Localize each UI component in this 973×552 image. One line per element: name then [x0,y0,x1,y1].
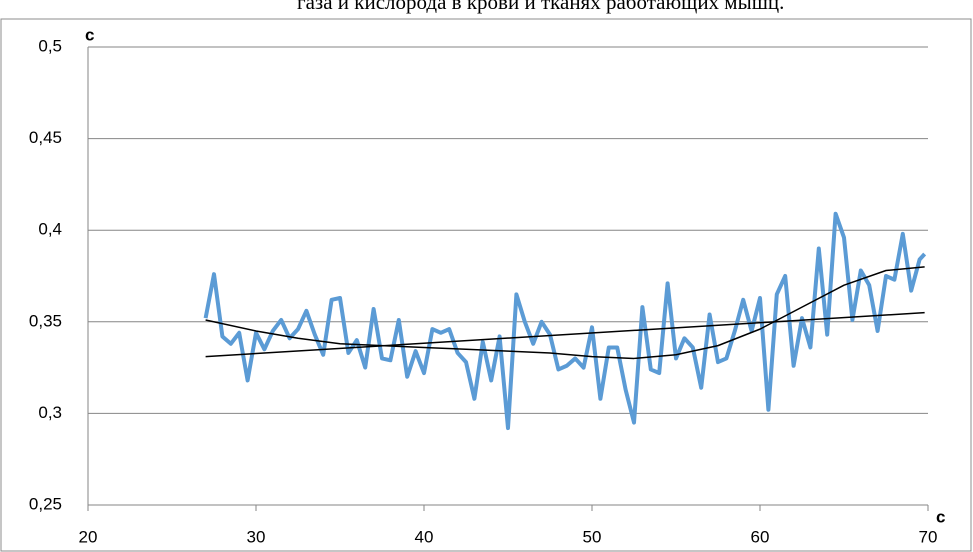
y-axis-label: c [85,25,94,44]
x-tick-label: 30 [247,527,266,546]
caption: газа и кислорода в крови и тканях работа… [297,0,784,14]
x-tick-label: 40 [415,527,434,546]
y-tick-label: 0,45 [29,128,62,147]
y-tick-label: 0,25 [29,494,62,513]
series-line [205,311,925,358]
y-tick-label: 0,4 [38,220,62,239]
y-tick-label: 0,35 [29,311,62,330]
x-tick-label: 70 [919,527,938,546]
series-line [205,266,925,360]
x-tick-label: 60 [751,527,770,546]
x-tick-label: 20 [79,527,98,546]
y-tick-label: 0,5 [38,36,62,55]
y-tick-label: 0,3 [38,403,62,422]
series-line [203,211,927,431]
x-tick-label: 50 [583,527,602,546]
chart-frame [0,18,972,552]
x-axis-label: c [936,507,945,526]
